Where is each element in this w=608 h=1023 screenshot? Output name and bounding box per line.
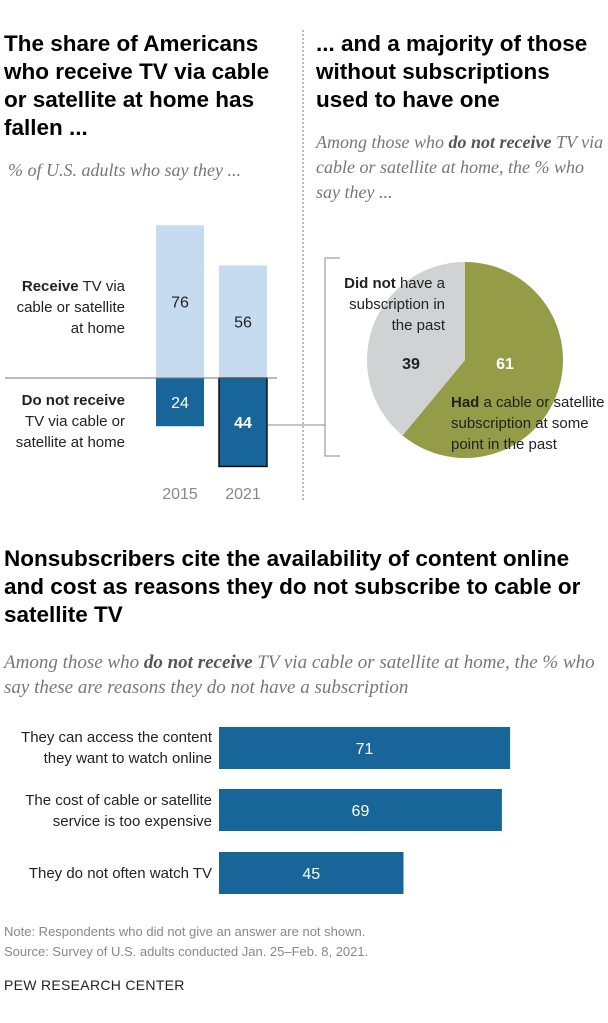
reason-label-0: They can access the content they want to… <box>21 729 212 767</box>
reason-label-2: They do not often watch TV <box>28 865 212 882</box>
reason-bar-2 <box>219 852 404 894</box>
bottom-subtitle: Among those who do not receive TV via ca… <box>4 652 595 698</box>
bracket <box>324 257 340 457</box>
reason-value-1: 69 <box>352 803 370 820</box>
right-title: ... and a majority of those without subs… <box>316 31 588 112</box>
brand: PEW RESEARCH CENTER <box>4 977 185 993</box>
year-label-2015: 2015 <box>162 486 198 503</box>
left-title: The share of Americans who receive TV vi… <box>4 31 270 140</box>
not-receive-value-2015: 24 <box>171 395 189 412</box>
source: Source: Survey of U.S. adults conducted … <box>4 944 369 959</box>
pie-slice-1 <box>366 262 465 436</box>
receive-bar-2015 <box>156 225 204 378</box>
receive-value-2015: 76 <box>171 295 189 312</box>
pie-slice-0 <box>402 262 563 458</box>
receive-value-2021: 56 <box>234 315 252 332</box>
did-not-label: Did not have a subscription in the past <box>344 275 445 334</box>
not-receive-bar-2015 <box>156 378 204 427</box>
reason-bar-1 <box>219 789 502 831</box>
right-subtitle: Among those who do not receive TV via ca… <box>316 132 604 202</box>
pie-value-didnot: 39 <box>402 356 420 373</box>
not-receive-value-2021: 44 <box>234 415 252 432</box>
receive-label: Receive TV via cable or satellite at hom… <box>16 278 125 337</box>
pie-value-had: 61 <box>496 356 514 373</box>
bottom-title: Nonsubscribers cite the availability of … <box>4 546 581 627</box>
reason-value-2: 45 <box>302 866 320 883</box>
reason-value-0: 71 <box>356 741 374 758</box>
reason-bar-0 <box>219 727 511 769</box>
left-subtitle: % of U.S. adults who say they ... <box>8 160 241 180</box>
reason-label-1: The cost of cable or satellite service i… <box>25 792 212 830</box>
had-label: Had a cable or satellite subscription at… <box>451 394 605 453</box>
year-label-2021: 2021 <box>225 486 261 503</box>
not-receive-label: Do not receive TV via cable or satellite… <box>15 392 125 451</box>
not-receive-bar-2021 <box>218 377 268 468</box>
divider <box>302 30 304 500</box>
note: Note: Respondents who did not give an an… <box>4 924 366 939</box>
receive-bar-2021 <box>219 265 267 378</box>
